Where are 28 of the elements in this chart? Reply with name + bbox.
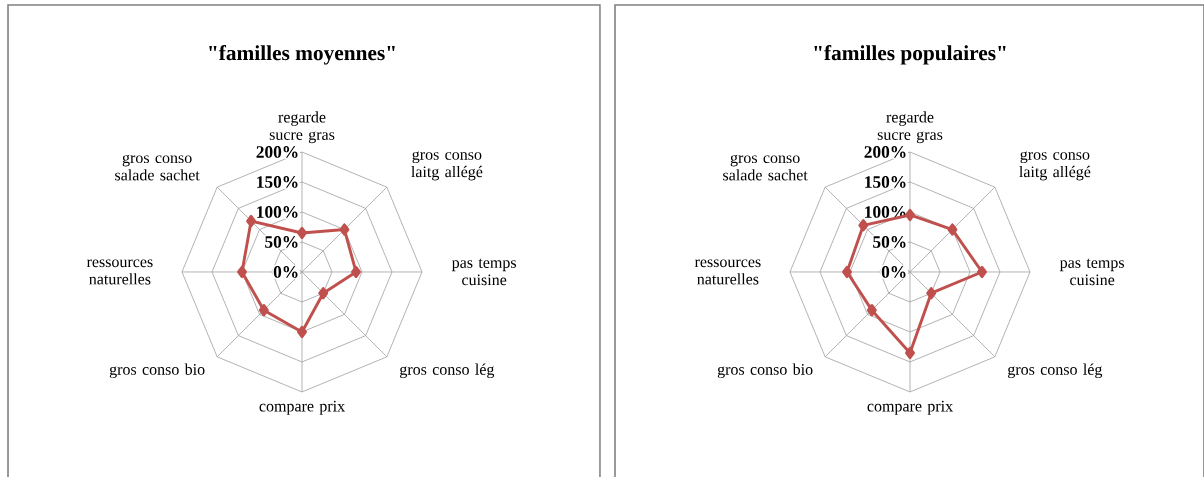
spoke-label: pas temps cuisine [1059, 258, 1124, 286]
chart-title: "familles moyennes" [209, 44, 395, 65]
spoke-label: gros conso lég [400, 363, 495, 379]
spoke-label: compare prix [259, 400, 345, 415]
y-tick-label: 150% [865, 176, 906, 188]
spoke-label: gros conso laitg allégé [1019, 151, 1091, 181]
spoke-label: gros conso salade sachet [115, 154, 200, 181]
spoke-label: pas temps cuisine [451, 258, 516, 286]
spoke-label: regarde sucre gras [269, 111, 335, 144]
spoke-label: gros conso lég [1008, 363, 1103, 379]
spoke-label: compare prix [867, 400, 953, 415]
y-tick-label: 200% [864, 146, 906, 158]
chart-title: "familles populaires" [814, 45, 1006, 65]
y-tick-label: 50% [265, 236, 298, 248]
y-tick-label: 150% [257, 176, 298, 188]
spoke-label: gros conso laitg allégé [411, 151, 483, 181]
spoke-label: ressources naturelles [86, 259, 153, 285]
spoke-label: ressources naturelles [694, 259, 761, 285]
spoke-label: gros conso bio [717, 363, 813, 379]
spoke-label: gros conso salade sachet [723, 154, 808, 181]
spoke-label: regarde sucre gras [877, 111, 943, 144]
y-tick-label: 100% [257, 206, 298, 218]
y-tick-label: 0% [881, 266, 906, 278]
y-tick-label: 50% [873, 236, 906, 248]
y-tick-label: 200% [256, 146, 298, 158]
y-tick-label: 100% [865, 206, 906, 218]
spoke-label: gros conso bio [109, 363, 205, 379]
y-tick-label: 0% [273, 266, 298, 278]
